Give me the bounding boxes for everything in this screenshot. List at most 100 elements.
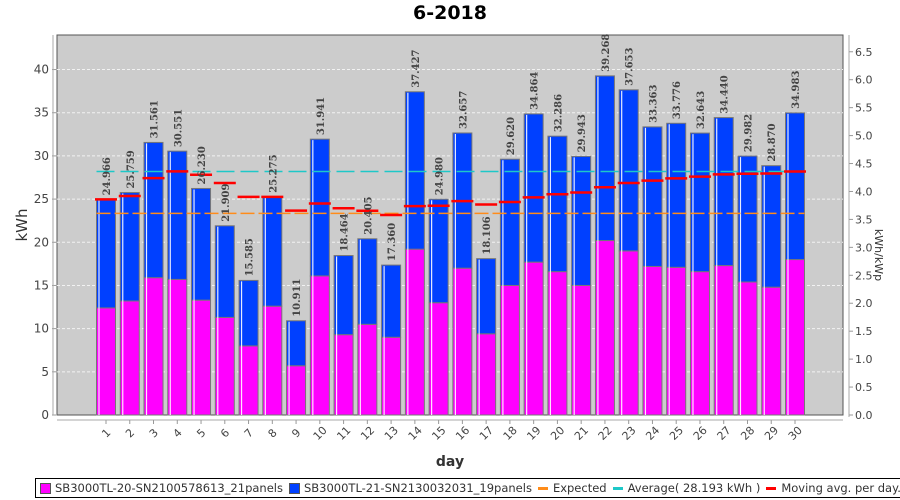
data-label: 30.551 bbox=[173, 109, 184, 147]
bar-group-day-24 bbox=[642, 126, 663, 416]
y-tick-label: 0 bbox=[41, 408, 49, 422]
legend-swatch-line bbox=[766, 486, 777, 490]
x-tick-label: 22 bbox=[596, 424, 615, 443]
data-label: 24.966 bbox=[102, 157, 113, 195]
bar-group-day-7 bbox=[238, 279, 259, 416]
bar-group-day-5 bbox=[191, 187, 212, 416]
legend-swatch-line bbox=[537, 486, 548, 490]
x-tick-label: 3 bbox=[147, 426, 161, 440]
bar-group-day-18 bbox=[499, 158, 520, 416]
bar-group-day-21 bbox=[571, 155, 592, 416]
bar-group-day-10 bbox=[309, 138, 330, 416]
y2-tick-label: 6.0 bbox=[855, 74, 873, 87]
legend-item: Expected bbox=[537, 481, 607, 495]
bar-group-day-14 bbox=[404, 91, 425, 416]
bar-segment-inverter-21 bbox=[547, 135, 568, 273]
y2-tick-label: 1.5 bbox=[855, 325, 873, 338]
bar-group-day-16 bbox=[452, 132, 473, 416]
data-label: 29.943 bbox=[577, 114, 588, 152]
bar-segment-inverter-21 bbox=[666, 122, 687, 268]
data-label: 31.941 bbox=[316, 97, 327, 135]
bar-group-day-15 bbox=[428, 198, 449, 416]
bar-group-day-25 bbox=[666, 122, 687, 416]
x-tick-label: 24 bbox=[643, 424, 662, 443]
data-label: 15.585 bbox=[245, 238, 256, 276]
bar-group-day-6 bbox=[214, 225, 235, 416]
data-label: 34.440 bbox=[720, 75, 731, 113]
y2-axis-title: kWh/kWp bbox=[872, 229, 885, 281]
legend-item: SB3000TL-21-SN2130032031_19panels bbox=[288, 481, 532, 495]
data-label: 26.230 bbox=[197, 146, 208, 184]
x-tick-label: 28 bbox=[738, 424, 757, 443]
y2-tick-label: 5.5 bbox=[855, 102, 873, 115]
bar-group-day-27 bbox=[713, 117, 734, 416]
x-tick-label: 15 bbox=[429, 424, 448, 443]
x-tick-label: 23 bbox=[619, 424, 638, 443]
x-tick-label: 14 bbox=[406, 424, 425, 443]
x-tick-label: 8 bbox=[266, 426, 280, 440]
bar-group-day-17 bbox=[476, 258, 497, 416]
bar-segment-inverter-21 bbox=[309, 138, 330, 277]
data-label: 32.643 bbox=[696, 91, 707, 129]
data-label: 25.275 bbox=[268, 154, 279, 192]
y2-tick-label: 1.0 bbox=[855, 353, 873, 366]
bar-segment-inverter-21 bbox=[238, 279, 259, 347]
x-tick-label: 7 bbox=[242, 426, 256, 440]
bar-group-day-28 bbox=[737, 155, 758, 416]
bar-segment-inverter-21 bbox=[404, 91, 425, 250]
data-label: 37.653 bbox=[625, 48, 636, 86]
y2-tick-label: 6.5 bbox=[855, 46, 873, 59]
legend-label: Expected bbox=[552, 481, 607, 495]
x-tick-label: 5 bbox=[194, 426, 208, 440]
bar-group-day-9 bbox=[286, 320, 307, 416]
data-label: 32.657 bbox=[458, 91, 469, 129]
legend-swatch-box bbox=[40, 482, 51, 494]
y2-tick-label: 3.0 bbox=[855, 241, 873, 254]
x-tick-label: 4 bbox=[171, 426, 185, 440]
bar-segment-inverter-21 bbox=[428, 198, 449, 304]
data-label: 18.106 bbox=[482, 216, 493, 254]
bar-group-day-30 bbox=[785, 112, 805, 416]
data-label: 33.363 bbox=[648, 85, 659, 123]
bar-segment-inverter-21 bbox=[499, 158, 520, 286]
bar-segment-inverter-21 bbox=[167, 150, 188, 280]
y2-tick-label: 2.5 bbox=[855, 269, 873, 282]
legend-label: Moving avg. per day. bbox=[781, 481, 900, 495]
bar-segment-inverter-21 bbox=[689, 132, 710, 273]
data-label: 34.864 bbox=[530, 72, 541, 110]
bar-segment-inverter-21 bbox=[785, 112, 805, 261]
bar-segment-inverter-21 bbox=[286, 320, 307, 367]
y2-tick-label: 3.5 bbox=[855, 213, 873, 226]
y-tick-label: 10 bbox=[34, 322, 49, 336]
y2-tick-label: 0.5 bbox=[855, 381, 873, 394]
bar-group-day-23 bbox=[618, 89, 639, 416]
legend-swatch-box bbox=[288, 482, 300, 494]
x-axis-title: day bbox=[436, 454, 464, 470]
bar-group-day-3 bbox=[143, 141, 164, 416]
x-tick-label: 20 bbox=[548, 424, 567, 443]
bar-segment-inverter-21 bbox=[713, 117, 734, 267]
bar-group-day-12 bbox=[357, 238, 378, 416]
bar-segment-inverter-21 bbox=[594, 75, 615, 242]
x-tick-label: 9 bbox=[289, 426, 303, 440]
bar-segment-inverter-21 bbox=[571, 155, 592, 286]
legend-label: SB3000TL-21-SN2130032031_19panels bbox=[303, 481, 532, 495]
legend-label: SB3000TL-20-SN2100578613_21panels bbox=[55, 481, 283, 495]
x-tick-label: 17 bbox=[477, 424, 496, 443]
bar-group-day-26 bbox=[689, 132, 710, 416]
legend-swatch-line bbox=[612, 486, 623, 490]
bar-segment-inverter-21 bbox=[357, 238, 378, 325]
bar-group-day-22 bbox=[594, 75, 615, 416]
y-tick-label: 30 bbox=[34, 149, 49, 163]
legend-item: SB3000TL-20-SN2100578613_21panels bbox=[40, 481, 283, 495]
y-tick-label: 25 bbox=[34, 192, 49, 206]
y2-tick-label: 5.0 bbox=[855, 130, 873, 143]
data-label: 10.911 bbox=[292, 278, 303, 316]
y2-tick-label: 4.5 bbox=[855, 158, 873, 171]
bar-segment-inverter-21 bbox=[642, 126, 663, 267]
bar-segment-inverter-21 bbox=[119, 192, 140, 302]
y-tick-label: 35 bbox=[34, 106, 49, 120]
x-tick-label: 25 bbox=[667, 424, 686, 443]
bar-segment-inverter-21 bbox=[523, 113, 544, 263]
x-tick-label: 29 bbox=[762, 424, 781, 443]
